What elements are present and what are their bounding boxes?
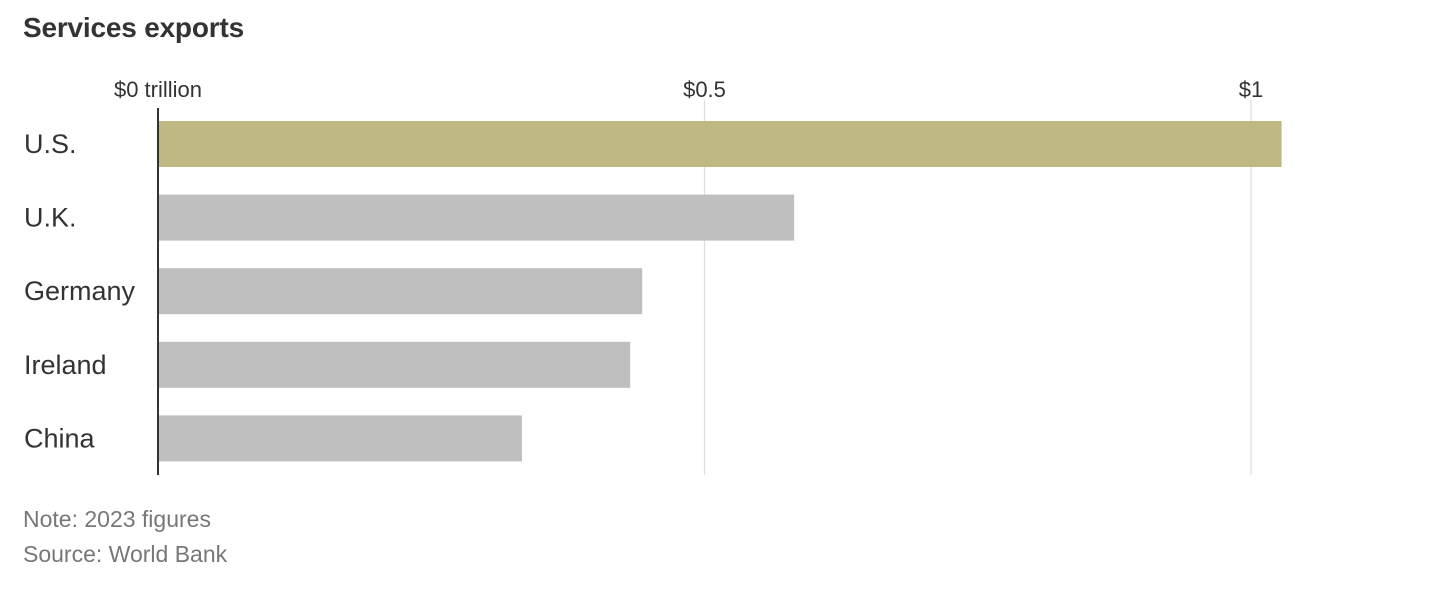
chart-title: Services exports xyxy=(23,12,244,43)
category-label: U.S. xyxy=(24,129,77,159)
x-tick-label: $0.5 xyxy=(683,77,726,102)
bar xyxy=(158,415,522,462)
bar xyxy=(158,341,631,388)
note-text: Note: 2023 figures xyxy=(23,506,211,532)
tick-labels: $0 trillion $0.5 $1 xyxy=(114,77,1263,102)
bar xyxy=(158,268,643,315)
bars xyxy=(158,121,1282,462)
category-label: China xyxy=(24,423,96,453)
bar xyxy=(158,194,795,241)
category-labels: U.S. U.K. Germany Ireland China xyxy=(24,129,136,453)
x-tick-label: $1 xyxy=(1239,77,1263,102)
x-tick-label: $0 trillion xyxy=(114,77,202,102)
bar-chart: $0 trillion $0.5 $1 U.S. U.K. Germany Ireland… xyxy=(24,77,1282,475)
category-label: U.K. xyxy=(24,203,77,233)
category-label: Germany xyxy=(24,276,136,306)
source-text: Source: World Bank xyxy=(23,541,228,567)
bar xyxy=(158,121,1282,167)
category-label: Ireland xyxy=(24,350,107,380)
